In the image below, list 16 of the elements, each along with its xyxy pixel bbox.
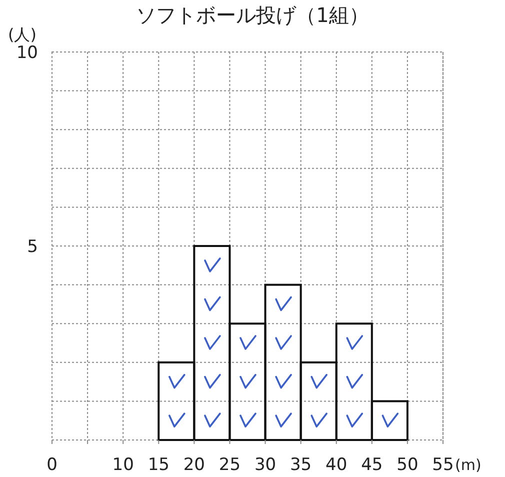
chart-title: ソフトボール投げ（1組）: [136, 3, 369, 27]
xtick-label: 30: [254, 455, 276, 475]
xtick-label: 20: [183, 455, 205, 475]
xtick-label: 45: [361, 455, 383, 475]
x-axis-title: (m): [455, 456, 482, 474]
y-tick-label: 10: [16, 43, 38, 63]
xtick-label: 35: [290, 455, 312, 475]
xtick-label: 50: [396, 455, 418, 475]
xtick-label: 0: [46, 455, 58, 475]
xtick-label: 15: [148, 455, 170, 475]
y-axis-title: (人): [8, 25, 36, 44]
xtick-label: 55: [432, 455, 454, 475]
xtick-label: 25: [218, 455, 241, 475]
y-tick-label: 5: [27, 237, 38, 257]
xtick-label: 10: [112, 455, 134, 475]
xtick-label: 40: [326, 455, 348, 475]
